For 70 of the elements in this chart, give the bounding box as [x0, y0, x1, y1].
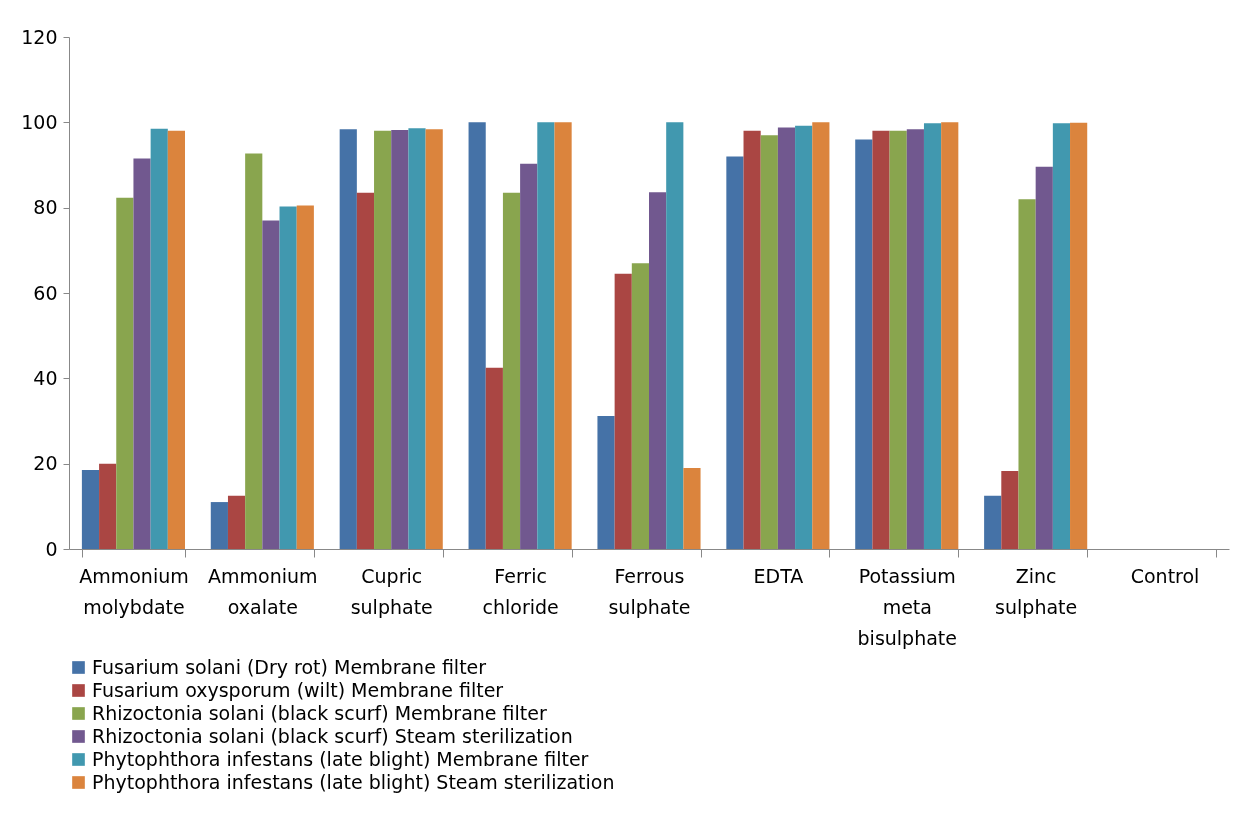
- bar: [502, 192, 521, 549]
- x-tick-label: Ferric chloride: [482, 564, 559, 618]
- bar: [906, 129, 924, 549]
- bar: [984, 495, 1002, 549]
- legend-label: Rhizoctonia solani (black scurf) Membrane filter: [92, 701, 547, 724]
- legend-label: Fusarium oxysporum (wilt) Membrane filter: [92, 678, 504, 701]
- x-tick-label: Ammonium oxalate: [208, 564, 318, 618]
- bar: [296, 205, 314, 549]
- bar: [356, 192, 375, 549]
- bar: [81, 470, 100, 549]
- bar: [167, 130, 185, 549]
- bar: [683, 467, 701, 549]
- bar: [1001, 470, 1019, 549]
- bar: [872, 130, 890, 549]
- bar: [468, 122, 486, 549]
- bar: [1070, 122, 1088, 549]
- bar: [743, 130, 761, 549]
- bar: [889, 130, 907, 549]
- legend-label: Phytophthora infestans (late blight) Membrane filter: [92, 747, 589, 770]
- bar: [245, 153, 263, 549]
- bar: [279, 206, 297, 549]
- y-tick-label: 40: [33, 366, 58, 389]
- bar: [760, 135, 778, 549]
- legend-label: Rhizoctonia solani (black scurf) Steam sterilization: [92, 724, 573, 747]
- bar: [597, 415, 615, 549]
- legend-label: Fusarium solani (Dry rot) Membrane filter: [92, 655, 487, 678]
- bar: [1018, 199, 1036, 549]
- legend-label: Phytophthora infestans (late blight) Steam sterilization: [92, 770, 615, 793]
- x-tick-label: Ferrous sulphate: [608, 564, 691, 618]
- bar: [554, 122, 572, 549]
- bar: [923, 123, 942, 549]
- y-tick-label: 80: [33, 196, 58, 219]
- bar: [614, 273, 632, 549]
- bar: [649, 192, 667, 549]
- x-tick-label: Potassium meta bisulphate: [857, 564, 957, 649]
- bar: [262, 220, 280, 549]
- bar: [537, 122, 555, 549]
- bar: [425, 129, 443, 549]
- bar: [520, 163, 538, 549]
- bar: [374, 130, 392, 549]
- bar: [133, 158, 151, 549]
- bar: [941, 122, 959, 549]
- y-tick-label: 60: [33, 281, 58, 304]
- bar: [339, 129, 357, 549]
- x-tick-label: Control: [1130, 564, 1200, 587]
- y-tick-label: 0: [45, 537, 58, 560]
- bar: [99, 463, 117, 549]
- bar: [666, 122, 684, 549]
- x-tick-label: EDTA: [753, 564, 804, 587]
- bar: [855, 139, 873, 549]
- bar: [150, 128, 168, 549]
- bar: [408, 128, 426, 549]
- x-tick-label: Zinc sulphate: [995, 564, 1078, 618]
- x-tick-label: Ammonium molybdate: [79, 564, 189, 618]
- bar: [812, 122, 830, 549]
- y-tick-label: 20: [33, 452, 58, 475]
- bar: [1052, 123, 1071, 549]
- bar: [391, 130, 409, 549]
- bar: [777, 127, 796, 549]
- y-tick-label: 100: [21, 110, 58, 133]
- bar: [116, 197, 134, 549]
- bar: [227, 495, 246, 549]
- bar: [1035, 166, 1053, 549]
- x-tick-label: Cupric sulphate: [350, 564, 433, 618]
- bar: [210, 502, 228, 549]
- bar: [726, 156, 744, 549]
- bar: [631, 263, 649, 549]
- bar: [795, 125, 813, 549]
- bar: [485, 367, 503, 549]
- y-tick-label: 120: [21, 25, 58, 48]
